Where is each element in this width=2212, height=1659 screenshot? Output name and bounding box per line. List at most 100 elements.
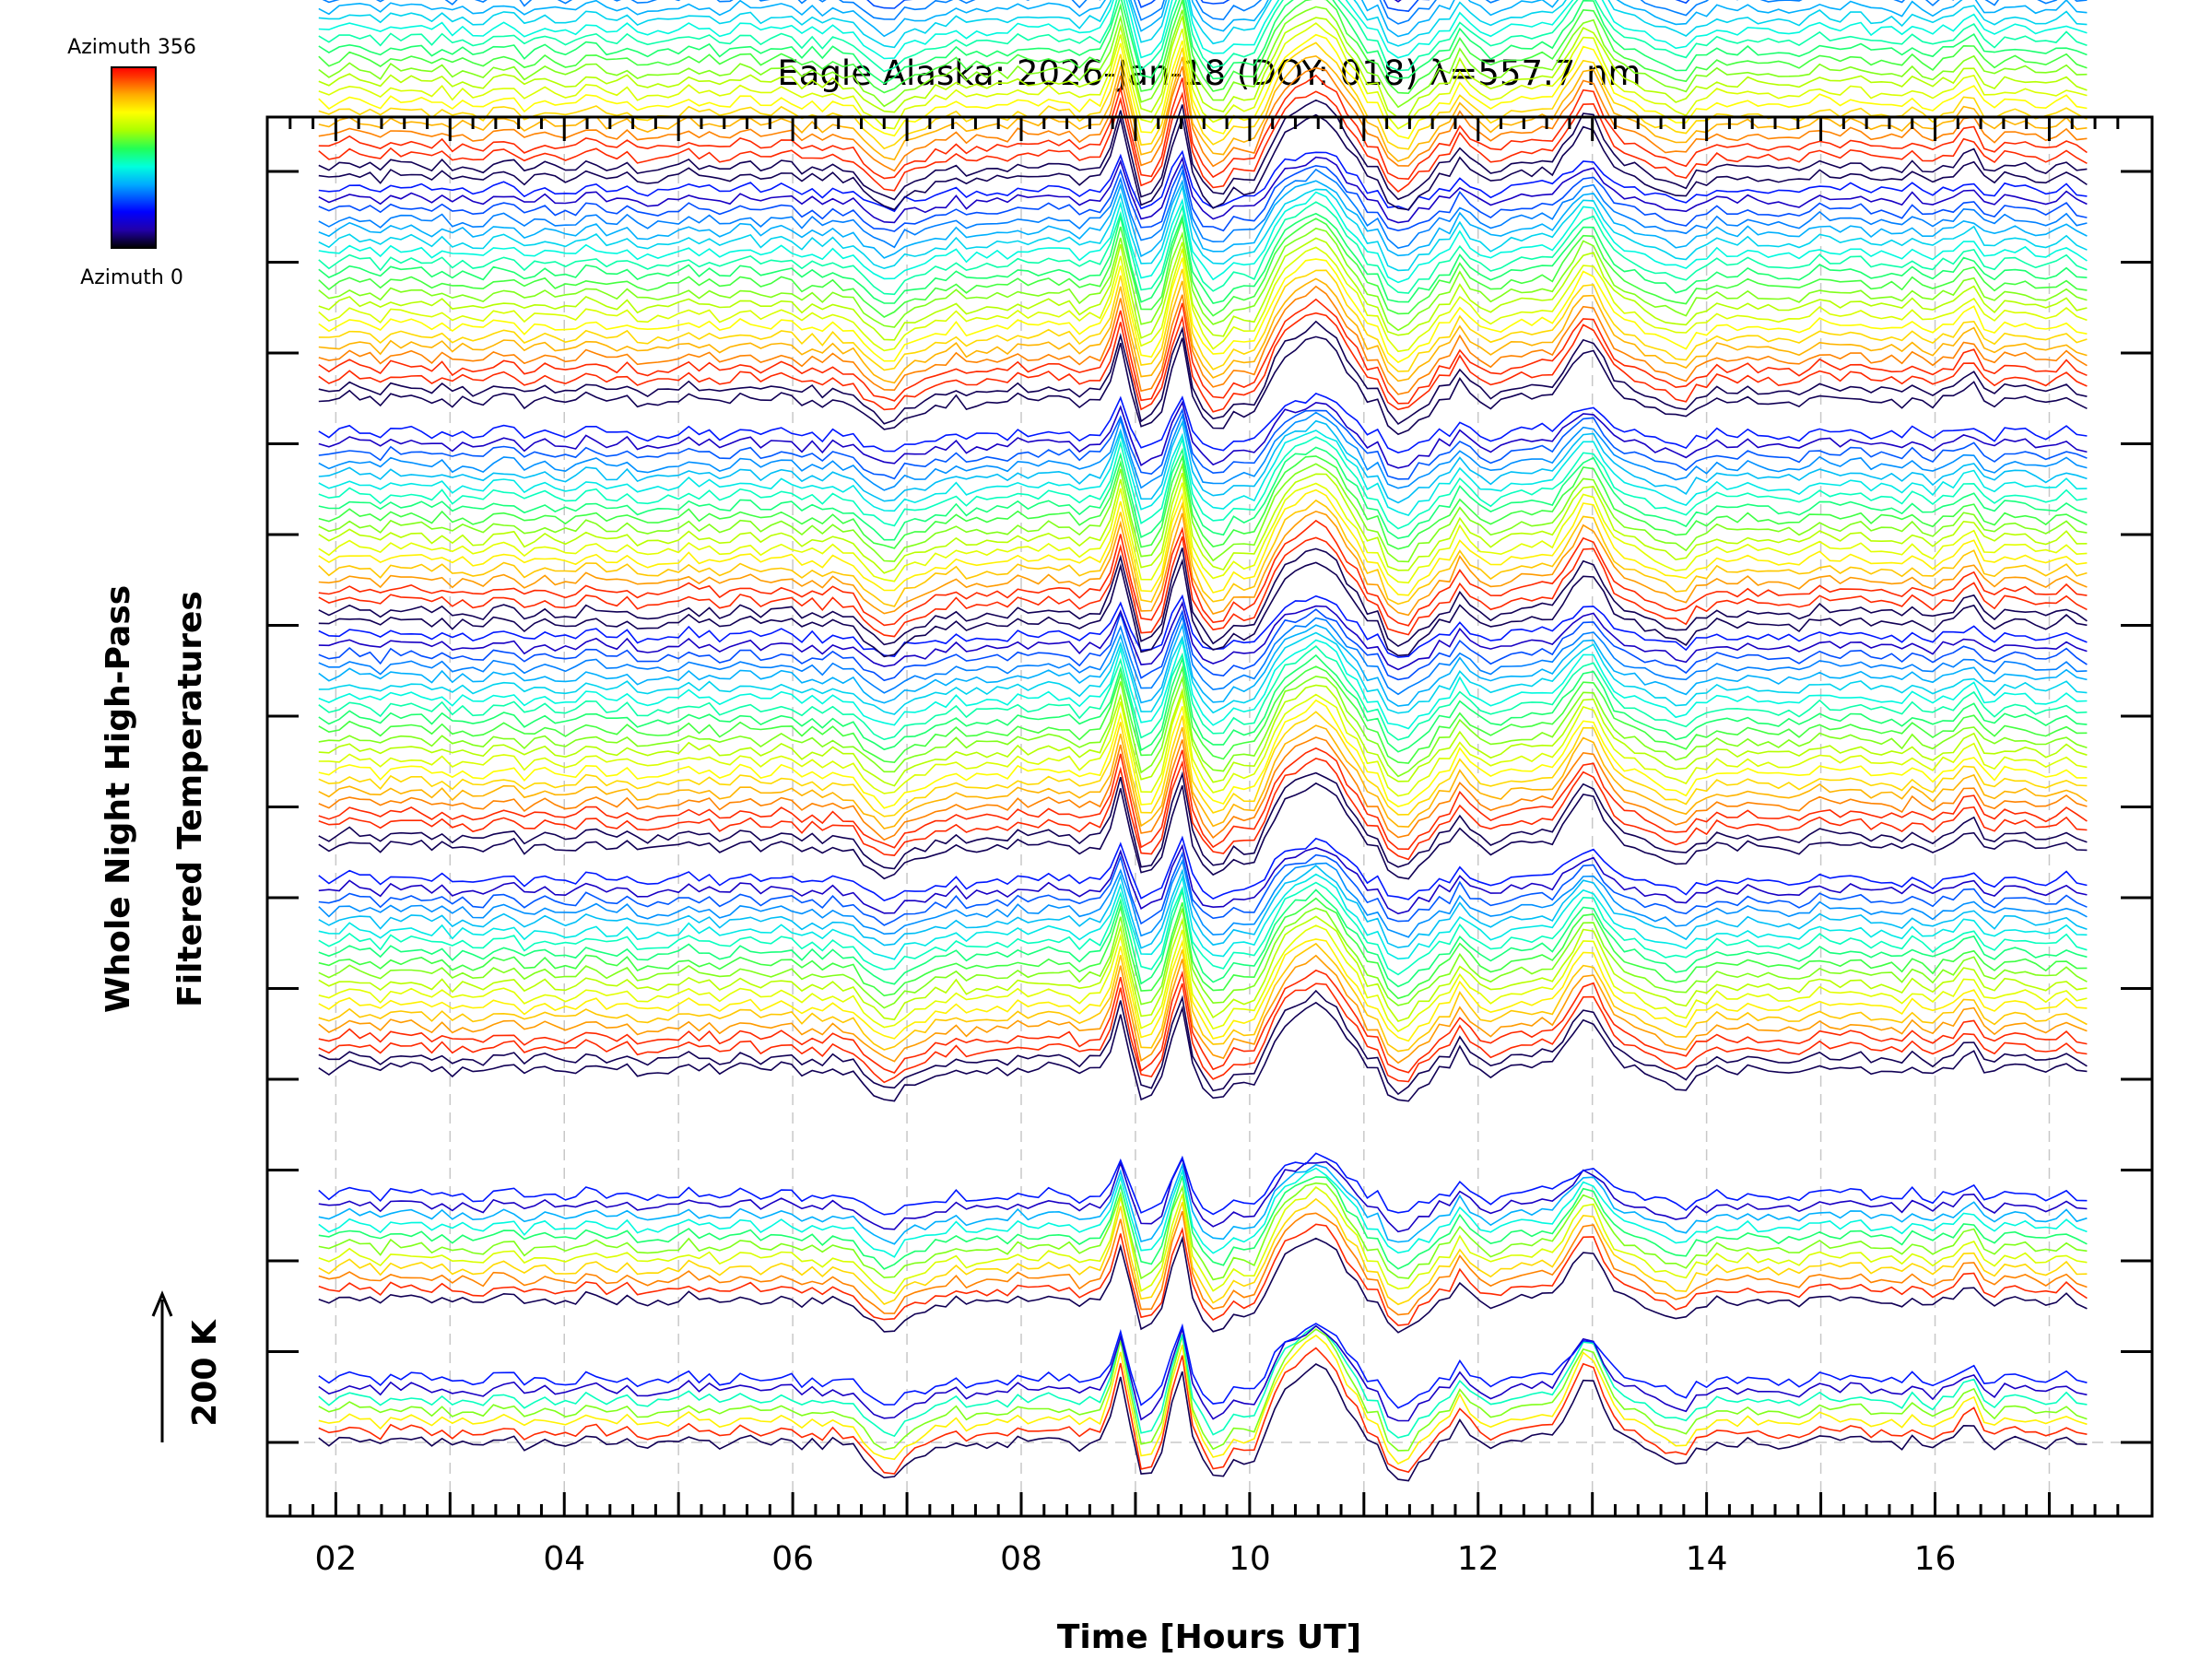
series-line bbox=[318, 1323, 2088, 1409]
series-line bbox=[318, 747, 2088, 851]
series-line bbox=[318, 400, 2088, 469]
series-line bbox=[318, 285, 2088, 395]
series-line bbox=[318, 1324, 2088, 1422]
series-line bbox=[318, 499, 2088, 607]
series-line bbox=[318, 758, 2088, 861]
series-line bbox=[318, 446, 2088, 541]
series-line bbox=[318, 835, 2088, 901]
series-line bbox=[318, 312, 2088, 413]
colorbar bbox=[111, 66, 157, 249]
series-line bbox=[318, 1235, 2088, 1334]
series-line bbox=[318, 149, 2088, 213]
series-line bbox=[318, 1167, 2088, 1258]
series-line bbox=[318, 888, 2088, 988]
scale-arrow-head bbox=[151, 1290, 173, 1317]
series-line bbox=[318, 1223, 2088, 1326]
series-line bbox=[318, 547, 2088, 648]
series-line bbox=[318, 535, 2088, 638]
series-line bbox=[318, 0, 2088, 38]
y-axis-label-line2: Filtered Temperatures bbox=[171, 591, 209, 1007]
x-tick-label: 16 bbox=[1914, 1540, 1957, 1578]
series-line bbox=[318, 1324, 2088, 1439]
series-line bbox=[318, 90, 2088, 193]
series-line bbox=[318, 246, 2088, 353]
x-tick-label: 14 bbox=[1686, 1540, 1728, 1578]
series-line bbox=[318, 645, 2088, 741]
series-line bbox=[318, 1162, 2088, 1245]
series-line bbox=[318, 168, 2088, 249]
series-line bbox=[318, 1210, 2088, 1316]
series-line bbox=[318, 873, 2088, 960]
trace-layer bbox=[318, 0, 2088, 1482]
series-line bbox=[318, 608, 2088, 682]
series-line bbox=[318, 1001, 2088, 1102]
scale-label: 200 K bbox=[186, 1319, 224, 1427]
series-line bbox=[318, 1182, 2088, 1281]
series-line bbox=[318, 724, 2088, 830]
x-tick-label: 12 bbox=[1457, 1540, 1500, 1578]
plot-frame bbox=[265, 115, 2154, 1518]
series-line bbox=[318, 462, 2088, 563]
series-line bbox=[318, 782, 2088, 880]
series-line bbox=[318, 858, 2088, 938]
series-line bbox=[318, 938, 2088, 1042]
series-line bbox=[318, 969, 2088, 1074]
series-line bbox=[318, 0, 2088, 95]
series-line bbox=[318, 212, 2088, 305]
series-line bbox=[318, 982, 2088, 1084]
series-line bbox=[318, 183, 2088, 272]
series-line bbox=[318, 74, 2088, 181]
series-line bbox=[318, 488, 2088, 596]
series-line bbox=[318, 771, 2088, 870]
series-line bbox=[318, 614, 2088, 696]
series-line bbox=[318, 392, 2088, 453]
x-tick-label: 04 bbox=[543, 1540, 585, 1578]
series-line bbox=[318, 298, 2088, 405]
series-line bbox=[318, 156, 2088, 224]
series-line bbox=[318, 191, 2088, 284]
series-line bbox=[318, 16, 2088, 119]
series-line bbox=[318, 693, 2088, 797]
axis-layer: 02 04 06 08 10 12 14 16 bbox=[267, 117, 2152, 1578]
series-line bbox=[318, 851, 2088, 926]
series-line bbox=[318, 1156, 2088, 1233]
series-line bbox=[318, 411, 2088, 491]
series-line bbox=[318, 1197, 2088, 1306]
series-line bbox=[318, 711, 2088, 818]
x-axis-label: Time [Hours UT] bbox=[1057, 1618, 1361, 1656]
series-line bbox=[318, 436, 2088, 530]
series-line bbox=[318, 510, 2088, 617]
series-line bbox=[318, 65, 2088, 172]
series-line bbox=[318, 684, 2088, 787]
series-line bbox=[318, 0, 2088, 60]
series-line bbox=[318, 453, 2088, 550]
series-line bbox=[318, 1347, 2088, 1475]
series-line bbox=[318, 1363, 2088, 1482]
series-line bbox=[318, 665, 2088, 764]
series-line bbox=[318, 699, 2088, 809]
series-line bbox=[318, 6, 2088, 109]
colorbar-top-label: Azimuth 356 bbox=[67, 36, 196, 59]
x-tick-label: 10 bbox=[1229, 1540, 1271, 1578]
series-line bbox=[318, 179, 2088, 259]
series-line bbox=[318, 320, 2088, 426]
series-line bbox=[318, 653, 2088, 753]
series-line bbox=[318, 907, 2088, 1009]
series-line bbox=[318, 594, 2088, 658]
series-line bbox=[318, 954, 2088, 1065]
series-line bbox=[318, 1334, 2088, 1465]
series-line bbox=[318, 99, 2088, 201]
series-line bbox=[318, 924, 2088, 1033]
series-line bbox=[318, 1328, 2088, 1452]
series-line bbox=[318, 637, 2088, 730]
series-line bbox=[318, 55, 2088, 162]
series-line bbox=[318, 1186, 2088, 1295]
series-line bbox=[318, 429, 2088, 517]
series-line bbox=[318, 201, 2088, 296]
series-line bbox=[318, 0, 2088, 85]
x-tick-label: 02 bbox=[314, 1540, 357, 1578]
series-line bbox=[318, 0, 2088, 73]
series-line bbox=[322, 0, 2088, 25]
series-line bbox=[318, 1175, 2088, 1270]
